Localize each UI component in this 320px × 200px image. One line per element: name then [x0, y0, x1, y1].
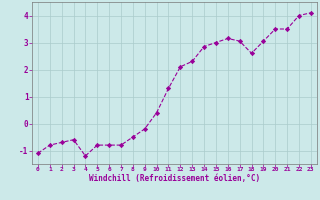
X-axis label: Windchill (Refroidissement éolien,°C): Windchill (Refroidissement éolien,°C) [89, 174, 260, 183]
